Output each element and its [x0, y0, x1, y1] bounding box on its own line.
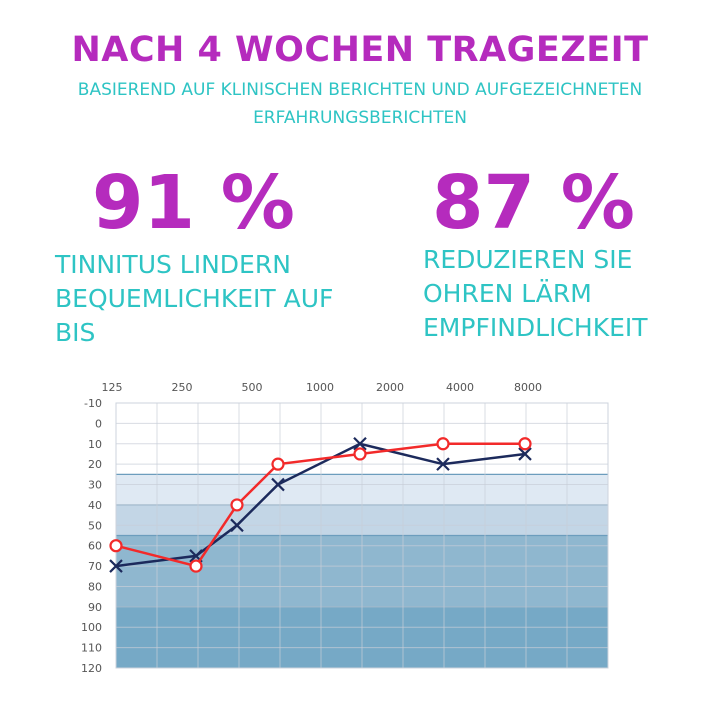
y-tick-label: 0 [95, 417, 102, 430]
x-tick-label: 1000 [306, 381, 334, 394]
y-tick-label: 10 [88, 438, 102, 451]
y-tick-label: 30 [88, 479, 102, 492]
stat-label-2: REDUZIEREN SIE OHREN LÄRM EMPFINDLICHKEI… [423, 243, 648, 345]
stat-label-1: TINNITUS LINDERN BEQUEMLICHKEIT AUF BIS [55, 248, 333, 350]
data-point-x [518, 447, 532, 461]
data-point-circle [189, 559, 203, 573]
y-tick-label: 60 [88, 540, 102, 553]
stat-value-1: 91 % [92, 160, 295, 246]
data-point-x [271, 477, 285, 492]
y-tick-label: 20 [88, 458, 102, 471]
stat-label-line: EMPFINDLICHKEIT [423, 313, 648, 342]
x-tick-label: 4000 [446, 381, 474, 394]
y-tick-label: 90 [88, 601, 102, 614]
subtitle-line-1: BASIEREND AUF KLINISCHEN BERICHTEN UND A… [77, 80, 643, 100]
stat-label-line: REDUZIEREN SIE [423, 245, 633, 274]
data-point-circle [518, 437, 532, 451]
stat-label-line: TINNITUS LINDERN [55, 250, 291, 279]
page-title: NACH 4 WOCHEN TRAGEZEIT [71, 30, 649, 70]
y-tick-label: 120 [81, 662, 102, 675]
x-tick-label: 2000 [376, 381, 404, 394]
y-tick-label: 110 [81, 642, 102, 655]
data-point-circle [230, 498, 244, 512]
y-tick-label: 80 [88, 580, 102, 593]
plot-border [115, 402, 609, 669]
stat-label-line: OHREN LÄRM [423, 279, 592, 308]
data-point-x [109, 559, 123, 573]
data-point-x [230, 518, 244, 533]
y-tick-label: 40 [88, 499, 102, 512]
stat-value-2: 87 % [432, 160, 635, 246]
data-point-circle [353, 447, 367, 461]
x-tick-label: 8000 [514, 381, 542, 394]
y-tick-label: 100 [81, 621, 102, 634]
data-point-x [436, 457, 450, 471]
x-tick-label: 125 [102, 381, 123, 394]
stat-label-line: BIS [55, 318, 96, 347]
data-point-x [353, 436, 367, 451]
y-tick-label: 70 [88, 560, 102, 573]
x-tick-label: 500 [242, 381, 263, 394]
data-point-circle [109, 539, 123, 553]
y-tick-label: -10 [84, 397, 102, 410]
stat-label-line: BEQUEMLICHKEIT AUF [55, 284, 334, 313]
subtitle-line-2: ERFAHRUNGSBERICHTEN [253, 108, 467, 128]
data-point-circle [436, 437, 450, 451]
x-tick-label: 250 [172, 381, 193, 394]
data-point-circle [271, 457, 285, 471]
y-tick-label: 50 [88, 519, 102, 532]
